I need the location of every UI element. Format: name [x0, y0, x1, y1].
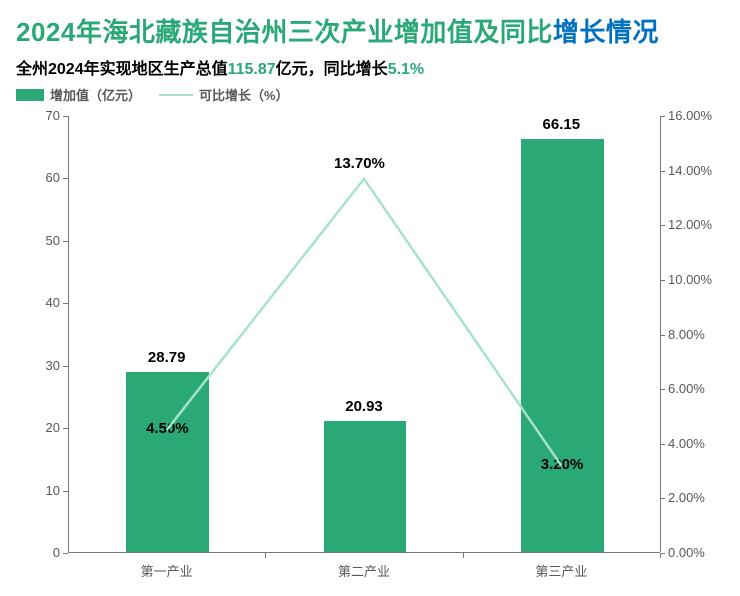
y-left-tick: 10: [16, 483, 60, 498]
plot-area: [68, 116, 660, 553]
line-value-label: 3.20%: [541, 456, 584, 473]
y-right-tick: 16.00%: [668, 108, 728, 123]
line-value-label: 4.50%: [146, 420, 189, 437]
title-prefix: 2024年海北藏族自治州三次产业增加值及同比: [16, 17, 553, 47]
category-label: 第一产业: [141, 561, 193, 580]
sub-v1: 115.87: [228, 61, 276, 78]
legend: 增加值（亿元） 可比增长（%）: [16, 85, 724, 104]
y-left-tick: 40: [16, 295, 60, 310]
category-label: 第三产业: [535, 561, 587, 580]
y-left-tick: 70: [16, 108, 60, 123]
y-left-tick: 60: [16, 170, 60, 185]
y-right-tick: 14.00%: [668, 163, 728, 178]
y-right-tick: 0.00%: [668, 545, 728, 560]
sub-t1: 全州2024年实现地区生产总值: [16, 61, 228, 78]
line-value-label: 13.70%: [334, 155, 385, 172]
bar: [324, 421, 407, 552]
y-right-tick: 6.00%: [668, 381, 728, 396]
y-right-tick: 12.00%: [668, 217, 728, 232]
y-right-tick: 8.00%: [668, 327, 728, 342]
chart-title: 2024年海北藏族自治州三次产业增加值及同比增长情况: [16, 12, 724, 49]
bar: [126, 372, 209, 552]
chart-subtitle: 全州2024年实现地区生产总值115.87亿元，同比增长5.1%: [16, 55, 724, 79]
legend-line: 可比增长（%）: [159, 85, 289, 104]
legend-bar: 增加值（亿元）: [16, 85, 141, 104]
legend-line-label: 可比增长（%）: [199, 85, 289, 104]
y-right-tick: 2.00%: [668, 490, 728, 505]
y-right-tick: 4.00%: [668, 436, 728, 451]
bar: [521, 139, 604, 552]
bar-value-label: 28.79: [148, 349, 186, 366]
bar-value-label: 20.93: [345, 398, 383, 415]
chart-canvas: 0102030405060700.00%2.00%4.00%6.00%8.00%…: [16, 108, 724, 583]
legend-bar-label: 增加值（亿元）: [50, 85, 141, 104]
y-left-tick: 30: [16, 358, 60, 373]
bar-swatch-icon: [16, 89, 44, 101]
y-left-tick: 0: [16, 545, 60, 560]
y-left-tick: 50: [16, 233, 60, 248]
line-swatch-icon: [159, 94, 193, 96]
category-label: 第二产业: [338, 561, 390, 580]
y-left-tick: 20: [16, 420, 60, 435]
bar-value-label: 66.15: [543, 116, 581, 133]
y-right-tick: 10.00%: [668, 272, 728, 287]
sub-v2: 5.1%: [388, 61, 424, 78]
title-highlight: 增长情况: [553, 17, 659, 47]
sub-t2: 亿元，同比增长: [276, 61, 388, 78]
